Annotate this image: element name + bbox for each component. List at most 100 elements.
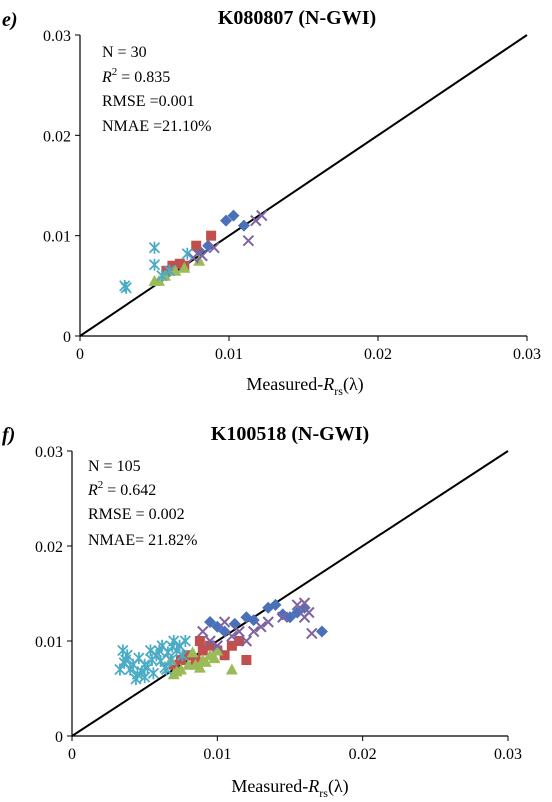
y-tick-label: 0.03 bbox=[35, 444, 63, 461]
x-axis-label-tail: (λ) bbox=[328, 776, 349, 797]
x-tick-label: 0.02 bbox=[364, 346, 392, 363]
data-point-asterisk bbox=[181, 247, 193, 260]
data-point-triangle bbox=[225, 663, 238, 675]
x-tick-label: 0.01 bbox=[215, 346, 243, 363]
data-point-triangle bbox=[170, 665, 183, 677]
x-axis-label-symbol: R bbox=[322, 374, 334, 394]
data-point-square bbox=[197, 645, 208, 656]
x-axis-label-tail: (λ) bbox=[343, 374, 364, 395]
x-axis-label-main: Measured- bbox=[231, 776, 308, 796]
data-points bbox=[114, 597, 328, 685]
axes: 0 0.01 0.02 0.03 0 0.01 0.02 0.03 bbox=[35, 444, 522, 763]
data-points bbox=[119, 209, 268, 294]
x-axis-label-symbol: R bbox=[307, 776, 319, 796]
data-point-x bbox=[306, 627, 318, 640]
x-tick-label: 0 bbox=[68, 746, 76, 763]
data-point-x bbox=[218, 616, 231, 628]
data-point-x bbox=[208, 241, 220, 254]
data-point-square bbox=[205, 640, 216, 651]
data-point-triangle bbox=[208, 652, 221, 664]
data-point-asterisk bbox=[130, 673, 142, 685]
x-axis-label-sub: rs bbox=[319, 786, 328, 800]
stat-r2-sup: 2 bbox=[98, 479, 104, 491]
stat-r2-symbol: R bbox=[87, 482, 98, 499]
stat-r2-sup: 2 bbox=[112, 66, 118, 78]
x-tick-label: 0.03 bbox=[513, 346, 541, 363]
data-point-square bbox=[167, 260, 178, 271]
chart-title: K080807 (N-GWI) bbox=[218, 7, 376, 29]
data-point-x bbox=[250, 214, 262, 227]
data-point-asterisk bbox=[148, 258, 161, 271]
panel-label: f) bbox=[2, 424, 15, 446]
x-tick-label: 0.03 bbox=[494, 746, 522, 763]
data-point-asterisk bbox=[148, 241, 161, 254]
y-tick-label: 0.01 bbox=[43, 229, 71, 246]
stat-nmae: NMAE= 21.82% bbox=[88, 532, 197, 549]
axes: 0 0.01 0.02 0.03 0 0.01 0.02 0.03 bbox=[43, 28, 541, 363]
data-point-triangle bbox=[182, 658, 195, 670]
data-point-asterisk bbox=[166, 640, 178, 653]
stat-r2: R2 = 0.642 bbox=[87, 479, 156, 499]
data-point-asterisk bbox=[159, 661, 171, 674]
data-point-asterisk bbox=[163, 264, 176, 277]
data-point-x bbox=[197, 625, 209, 638]
x-axis-label-main: Measured- bbox=[246, 374, 323, 394]
stat-n: N = 105 bbox=[88, 458, 141, 475]
data-point-diamond bbox=[211, 620, 224, 633]
one-to-one-line bbox=[71, 450, 509, 737]
data-point-x bbox=[204, 635, 216, 647]
panel-e: e) K080807 (N-GWI) N = 30 R2 = 0.835 RMS… bbox=[2, 7, 541, 398]
x-tick-label: 0 bbox=[76, 346, 84, 363]
x-tick-label: 0.02 bbox=[349, 746, 377, 763]
y-tick-label: 0.02 bbox=[43, 128, 71, 145]
data-point-asterisk bbox=[176, 649, 189, 662]
panel-label: e) bbox=[2, 9, 18, 31]
data-point-x bbox=[233, 625, 245, 638]
stat-r2: R2 = 0.835 bbox=[101, 66, 170, 86]
stat-nmae: NMAE =21.10% bbox=[102, 118, 211, 135]
data-point-asterisk bbox=[114, 663, 126, 676]
x-axis-label-sub: rs bbox=[334, 384, 343, 398]
data-point-asterisk bbox=[156, 269, 168, 282]
data-point-x bbox=[226, 630, 238, 642]
stat-r2-value: = 0.835 bbox=[117, 69, 170, 86]
data-point-triangle bbox=[199, 655, 212, 667]
data-point-asterisk bbox=[144, 644, 157, 657]
data-point-x bbox=[196, 250, 208, 262]
data-point-diamond bbox=[315, 625, 328, 638]
data-point-diamond bbox=[204, 616, 217, 628]
data-point-square bbox=[191, 240, 202, 251]
y-tick-label: 0.02 bbox=[35, 539, 63, 556]
data-point-x bbox=[255, 621, 267, 633]
data-point-diamond bbox=[237, 219, 250, 232]
x-tick-label: 0.01 bbox=[203, 746, 231, 763]
data-point-asterisk bbox=[139, 671, 151, 684]
data-point-diamond bbox=[202, 239, 215, 252]
stats-box: N = 105 R2 = 0.642 RMSE = 0.002 NMAE= 21… bbox=[87, 458, 197, 549]
data-point-square bbox=[219, 650, 230, 661]
data-point-x bbox=[262, 616, 274, 628]
data-point-diamond bbox=[291, 606, 304, 619]
data-point-diamond bbox=[220, 214, 233, 227]
data-point-asterisk bbox=[155, 654, 167, 667]
data-point-triangle bbox=[193, 661, 206, 673]
panel-f: f) K100518 (N-GWI) N = 105 R2 = 0.642 RM… bbox=[2, 423, 522, 800]
data-point-diamond bbox=[276, 608, 289, 621]
data-point-x bbox=[291, 599, 303, 611]
x-axis-label: Measured-Rrs(λ) bbox=[246, 374, 363, 398]
data-point-triangle bbox=[186, 646, 199, 658]
stat-n: N = 30 bbox=[102, 44, 147, 61]
data-point-diamond bbox=[227, 209, 240, 222]
data-point-triangle bbox=[148, 274, 161, 286]
one-to-one-line bbox=[79, 34, 528, 337]
data-point-x bbox=[187, 252, 199, 264]
data-point-triangle bbox=[178, 261, 191, 273]
stats-box: N = 30 R2 = 0.835 RMSE =0.001 NMAE =21.1… bbox=[101, 44, 211, 135]
data-point-asterisk bbox=[133, 652, 145, 665]
stat-rmse: RMSE =0.001 bbox=[102, 93, 195, 110]
stat-r2-value: = 0.642 bbox=[103, 482, 156, 499]
data-point-asterisk bbox=[118, 656, 130, 669]
data-point-triangle bbox=[193, 254, 206, 266]
data-point-square bbox=[234, 636, 245, 646]
